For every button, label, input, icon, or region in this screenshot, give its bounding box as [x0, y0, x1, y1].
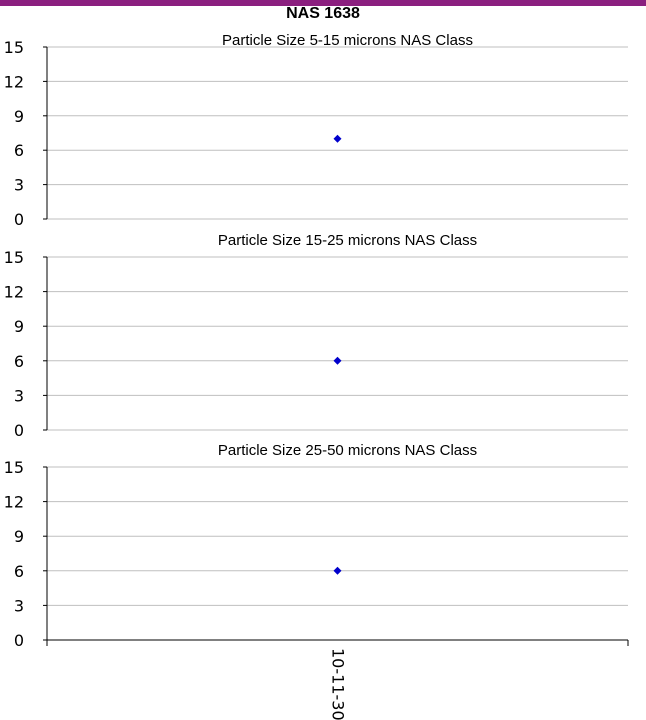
- y-tick-label: 12: [4, 283, 24, 302]
- data-point-diamond: [333, 566, 342, 575]
- y-tick-label: 9: [14, 317, 24, 336]
- y-tick-label: 0: [14, 421, 24, 440]
- y-tick-label: 3: [14, 176, 24, 195]
- panel-title-2: Particle Size 15-25 microns NAS Class: [218, 232, 477, 249]
- y-tick-label: 15: [4, 248, 24, 267]
- data-point-diamond: [333, 134, 342, 143]
- y-tick-label: 15: [4, 458, 24, 477]
- y-tick-label: 0: [14, 631, 24, 650]
- y-tick-label: 6: [14, 562, 24, 581]
- y-tick-label: 0: [14, 210, 24, 229]
- y-tick-label: 15: [4, 38, 24, 57]
- chart-main-title: NAS 1638: [286, 5, 360, 22]
- x-category-label: 10-11-30: [329, 648, 348, 720]
- y-tick-label: 12: [4, 72, 24, 91]
- panel-title-3: Particle Size 25-50 microns NAS Class: [218, 442, 477, 459]
- y-tick-label: 3: [14, 386, 24, 405]
- y-tick-label: 3: [14, 596, 24, 615]
- y-tick-label: 6: [14, 141, 24, 160]
- panel-title-1: Particle Size 5-15 microns NAS Class: [222, 32, 473, 49]
- y-tick-label: 9: [14, 527, 24, 546]
- header-accent-bar: [0, 0, 646, 6]
- y-tick-label: 9: [14, 107, 24, 126]
- y-tick-label: 6: [14, 352, 24, 371]
- data-point-diamond: [333, 356, 342, 365]
- y-tick-label: 12: [4, 493, 24, 512]
